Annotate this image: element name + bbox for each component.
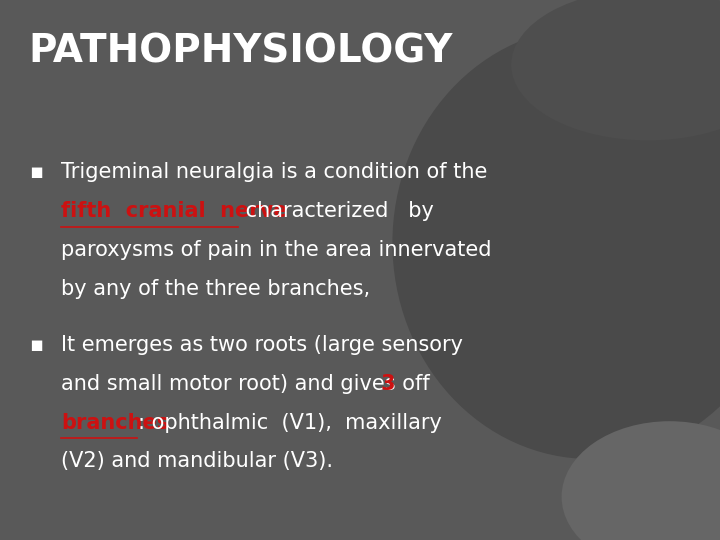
Text: Trigeminal neuralgia is a condition of the: Trigeminal neuralgia is a condition of t…	[61, 162, 487, 182]
Ellipse shape	[562, 421, 720, 540]
Text: : ophthalmic  (V1),  maxillary: : ophthalmic (V1), maxillary	[138, 413, 442, 433]
Ellipse shape	[392, 27, 720, 459]
Text: It emerges as two roots (large sensory: It emerges as two roots (large sensory	[61, 335, 463, 355]
Text: 3: 3	[380, 374, 395, 394]
Text: PATHOPHYSIOLOGY: PATHOPHYSIOLOGY	[29, 32, 453, 70]
Text: (V2) and mandibular (V3).: (V2) and mandibular (V3).	[61, 451, 333, 471]
Text: by any of the three branches,: by any of the three branches,	[61, 279, 370, 299]
Text: ▪: ▪	[29, 335, 43, 355]
Text: characterized   by: characterized by	[239, 201, 434, 221]
Text: and small motor root) and gives off: and small motor root) and gives off	[61, 374, 436, 394]
Text: branches: branches	[61, 413, 169, 433]
Ellipse shape	[511, 0, 720, 140]
Text: paroxysms of pain in the area innervated: paroxysms of pain in the area innervated	[61, 240, 492, 260]
Text: fifth  cranial  nerve: fifth cranial nerve	[61, 201, 288, 221]
Text: ▪: ▪	[29, 162, 43, 182]
